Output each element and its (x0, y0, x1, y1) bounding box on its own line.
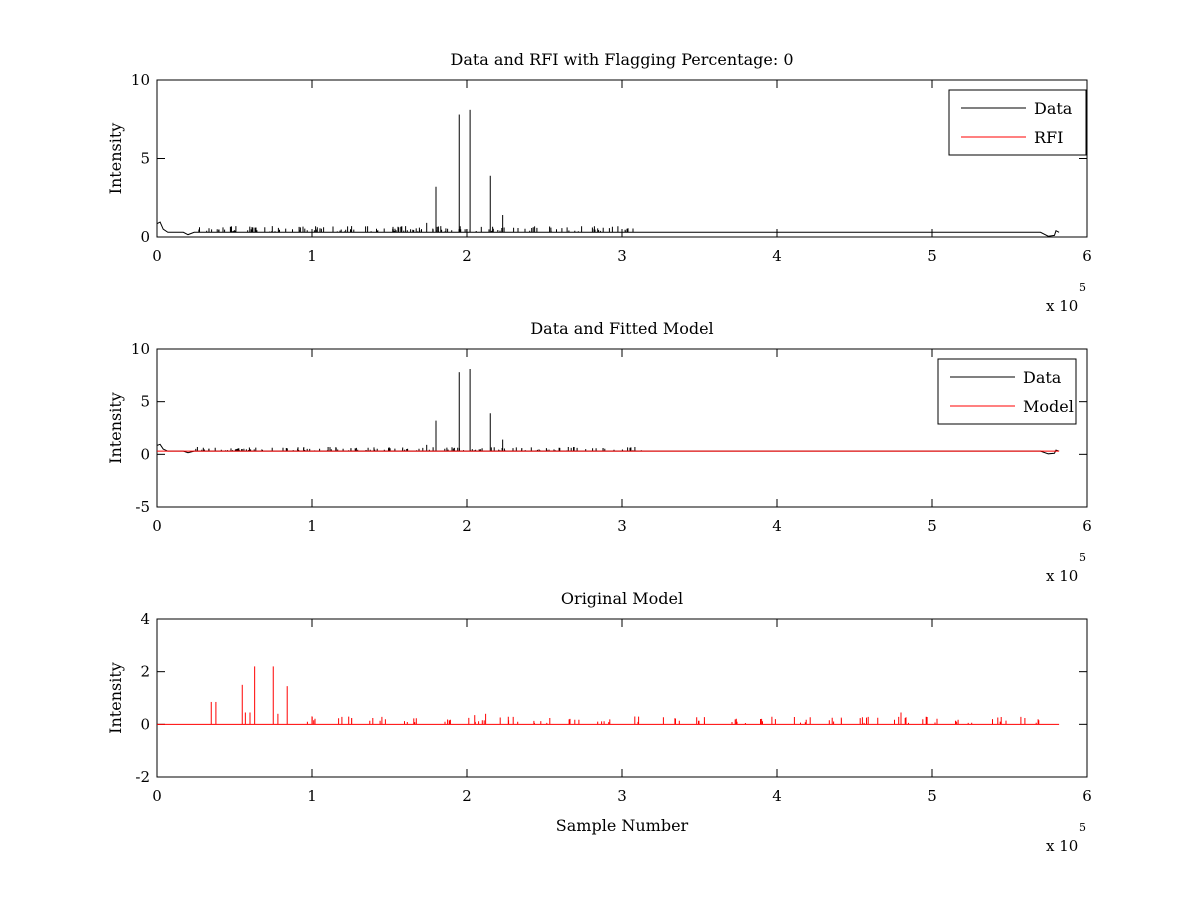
x-multiplier-exponent: 5 (1079, 281, 1086, 294)
x-tick-label: 6 (1082, 247, 1092, 265)
x-tick-label: 1 (307, 787, 317, 805)
legend-label: Data (1023, 368, 1062, 387)
legend-label: Data (1034, 99, 1073, 118)
data-baseline-line (157, 443, 1060, 455)
y-tick-label: 0 (140, 445, 150, 463)
legend-box (948, 89, 1087, 156)
x-multiplier-exponent: 5 (1079, 551, 1086, 564)
x-axis-label: Sample Number (556, 816, 689, 835)
x-multiplier-label: x 10 (1046, 297, 1078, 315)
x-tick-label: 5 (927, 787, 937, 805)
legend: Data Model (937, 358, 1077, 425)
plot-area (157, 369, 1060, 455)
legend: Data RFI (948, 89, 1087, 156)
y-axis-label: Intensity (106, 392, 125, 464)
chart-title: Data and RFI with Flagging Percentage: 0 (450, 50, 793, 69)
axes-box (156, 348, 1088, 508)
y-tick-label: 0 (140, 228, 150, 246)
axes-box (156, 618, 1088, 778)
data-noise (198, 226, 634, 233)
x-multiplier-label: x 10 (1046, 567, 1078, 585)
y-axis-label: Intensity (106, 662, 125, 734)
x-tick-label: 2 (462, 517, 472, 535)
plot-area (157, 666, 1060, 725)
x-multiplier-exponent: 5 (1079, 821, 1086, 834)
x-tick-label: 1 (307, 247, 317, 265)
chart-title: Data and Fitted Model (530, 319, 713, 338)
x-tick-label: 3 (617, 247, 627, 265)
x-tick-label: 6 (1082, 517, 1092, 535)
x-tick-label: 0 (152, 247, 162, 265)
y-tick-label: 10 (131, 340, 150, 358)
x-tick-label: 1 (307, 517, 317, 535)
data-baseline-line (157, 221, 1060, 237)
legend-label: RFI (1034, 128, 1063, 147)
x-tick-label: 3 (617, 787, 627, 805)
y-tick-label: -2 (135, 768, 150, 786)
subplot-1: 0 1 2 3 4 5 6 0 5 10 Data and RFI with Flagging Pe… (106, 50, 1092, 315)
x-tick-label: 0 (152, 517, 162, 535)
legend-box (937, 358, 1077, 425)
plot-area (157, 109, 1060, 237)
axes-box (156, 79, 1088, 238)
y-tick-label: 10 (131, 71, 150, 89)
y-tick-label: -5 (135, 498, 150, 516)
y-tick-label: 5 (140, 150, 150, 168)
y-tick-label: 2 (140, 663, 150, 681)
x-multiplier-label: x 10 (1046, 837, 1078, 855)
y-tick-label: 5 (140, 393, 150, 411)
y-axis-label: Intensity (106, 123, 125, 195)
x-tick-label: 4 (772, 787, 782, 805)
y-tick-label: 0 (140, 715, 150, 733)
x-tick-label: 5 (927, 517, 937, 535)
x-tick-label: 2 (462, 247, 472, 265)
x-tick-label: 5 (927, 247, 937, 265)
x-tick-label: 6 (1082, 787, 1092, 805)
x-tick-label: 3 (617, 517, 627, 535)
x-tick-label: 4 (772, 247, 782, 265)
x-tick-label: 4 (772, 517, 782, 535)
y-tick-label: 4 (140, 610, 150, 628)
chart-title: Original Model (561, 589, 683, 608)
x-tick-label: 2 (462, 787, 472, 805)
legend-label: Model (1023, 397, 1074, 416)
x-tick-label: 0 (152, 787, 162, 805)
